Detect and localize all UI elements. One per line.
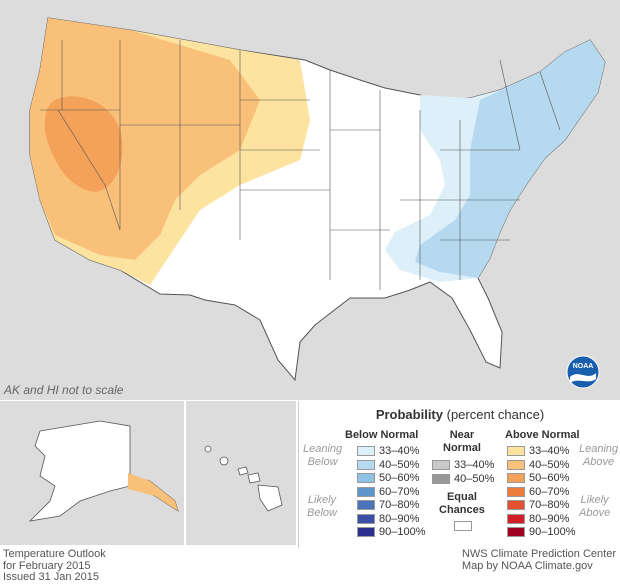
below-normal-swatch <box>357 459 375 470</box>
likely-below-label: Likely Below <box>307 494 337 519</box>
state-lines <box>40 40 561 290</box>
near-normal-header: Near Normal <box>443 429 481 454</box>
above-normal-swatch <box>507 473 525 483</box>
near-normal-item: 33–40% <box>432 459 494 471</box>
below-normal-item: 80–90% <box>357 513 419 525</box>
svg-text:NOAA: NOAA <box>573 363 594 370</box>
above-normal-swatch <box>507 486 525 497</box>
below-normal-swatch <box>357 500 375 510</box>
above-normal-item: 50–60% <box>507 472 569 484</box>
above-normal-label: 33–40% <box>529 445 570 457</box>
below-normal-swatch <box>357 486 375 497</box>
alaska-shape <box>28 420 179 522</box>
outlook-period: for February 2015 <box>3 559 91 572</box>
alaska-inset <box>0 401 184 545</box>
hawaii-islands <box>204 445 283 512</box>
below-normal-item: 70–80% <box>357 499 419 511</box>
above-normal-item: 40–50% <box>507 459 569 471</box>
outlook-title: Temperature Outlook <box>3 548 106 560</box>
not-to-scale-note: AK and HI not to scale <box>4 383 124 397</box>
conus-map: NOAA AK and HI not to scale <box>0 0 620 400</box>
below-normal-item: 90–100% <box>357 526 426 538</box>
below-normal-item: 33–40% <box>357 445 419 457</box>
near-normal-label: 40–50% <box>454 472 495 485</box>
above-normal-swatch <box>507 513 525 524</box>
below-normal-label: 70–80% <box>379 499 420 511</box>
near-normal-swatch <box>432 460 450 470</box>
above-normal-label: 50–60% <box>529 472 570 484</box>
above-normal-item: 80–90% <box>507 513 569 525</box>
above-normal-swatch <box>507 459 525 470</box>
noaa-logo: NOAA <box>566 355 600 389</box>
above-normal-swatch <box>507 446 525 456</box>
below-normal-item: 50–60% <box>357 472 419 484</box>
credit-climate-gov: Map by NOAA Climate.gov <box>461 559 593 572</box>
equal-chances-swatch <box>454 521 472 531</box>
alaska-map-svg <box>28 420 179 522</box>
near-normal-item: 40–50% <box>432 473 494 485</box>
above-normal-item: 70–80% <box>507 499 569 511</box>
below-normal-label: 80–90% <box>379 512 420 525</box>
footer-right: NWS Climate Prediction Center Map by NOA… <box>461 548 616 572</box>
below-normal-item: 60–70% <box>357 486 419 498</box>
above-normal-label: 90–100% <box>529 526 576 538</box>
equal-chances-label: Equal Chances <box>439 491 485 516</box>
below-normal-item: 40–50% <box>357 459 419 471</box>
hawaii-inset <box>186 401 296 545</box>
below-normal-swatch <box>357 527 375 537</box>
above-normal-swatch <box>507 500 525 510</box>
conus-map-svg <box>29 17 606 382</box>
above-normal-item: 90–100% <box>507 526 576 538</box>
legend: Probability (percent chance) Below Norma… <box>298 401 620 548</box>
below-normal-label: 40–50% <box>379 458 420 471</box>
leaning-below-label: Leaning Below <box>303 443 343 468</box>
above-normal-item: 60–70% <box>507 486 569 498</box>
below-normal-label: 90–100% <box>379 526 426 538</box>
above-50-region <box>30 18 260 260</box>
below-normal-label: 50–60% <box>379 472 420 484</box>
below-40-50-region <box>415 40 605 278</box>
above-normal-header: Above Normal <box>505 429 580 441</box>
above-normal-label: 60–70% <box>529 485 570 498</box>
credit-cpc: NWS Climate Prediction Center <box>461 548 616 560</box>
below-normal-swatch <box>357 513 375 524</box>
below-normal-label: 60–70% <box>379 485 420 498</box>
above-normal-label: 70–80% <box>529 499 570 511</box>
leaning-above-label: Leaning Above <box>579 443 619 468</box>
near-normal-swatch <box>432 473 450 484</box>
footer-left: Temperature Outlook for February 2015 Is… <box>3 548 106 584</box>
above-normal-swatch <box>507 527 525 537</box>
below-normal-swatch <box>357 446 375 456</box>
legend-title: Probability (percent chance) <box>375 407 545 422</box>
issue-date: Issued 31 Jan 2015 <box>3 571 100 583</box>
above-normal-item: 33–40% <box>507 445 569 457</box>
hawaii-map-svg <box>204 445 283 512</box>
below-normal-header: Below Normal <box>345 429 419 441</box>
near-normal-label: 33–40% <box>454 459 495 471</box>
alaska-above-region <box>128 473 178 511</box>
above-normal-label: 80–90% <box>529 512 570 525</box>
above-normal-label: 40–50% <box>529 458 570 471</box>
below-normal-swatch <box>357 473 375 483</box>
likely-above-label: Likely Above <box>579 494 611 519</box>
below-normal-label: 33–40% <box>379 445 420 457</box>
